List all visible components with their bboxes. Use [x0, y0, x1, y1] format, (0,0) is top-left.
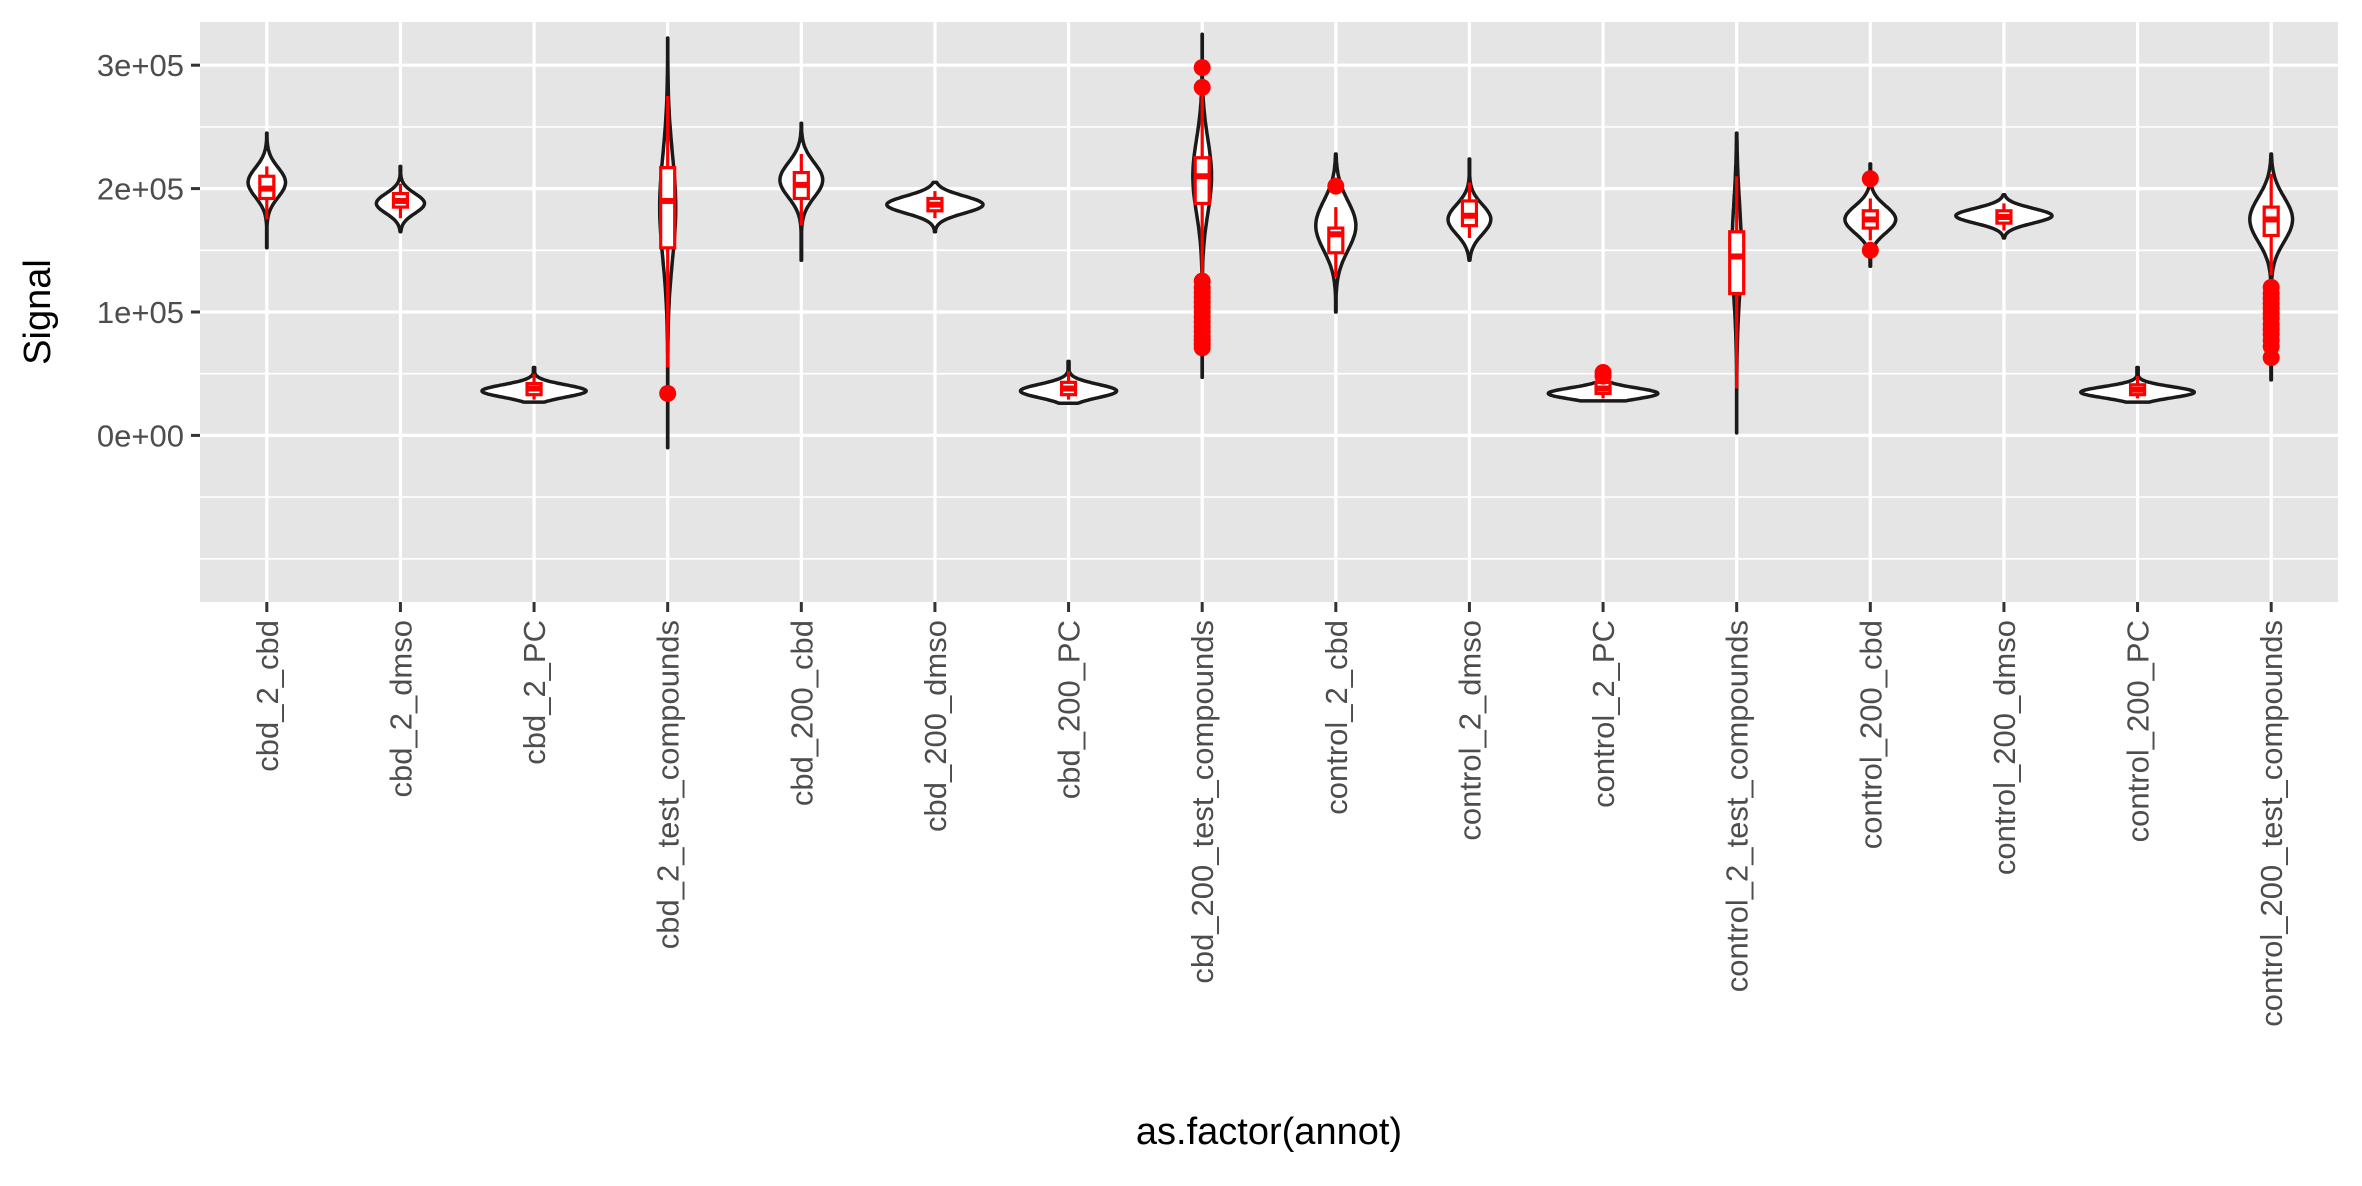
x-tick-label: control_2_dmso: [1452, 620, 1487, 841]
x-tick-label: control_200_dmso: [1987, 620, 2022, 875]
y-tick-label: 1e+05: [97, 295, 184, 330]
y-tick-label: 0e+00: [97, 418, 184, 453]
outlier-point: [1861, 241, 1879, 259]
box-cbd_200_test_compounds: [1193, 156, 1211, 206]
x-tick-label: cbd_200_cbd: [784, 620, 819, 806]
x-tick-label: control_200_cbd: [1853, 620, 1888, 849]
x-tick-label: control_2_cbd: [1319, 620, 1354, 815]
outlier-point: [1861, 170, 1879, 188]
outlier-point: [1193, 78, 1211, 96]
x-axis-title: as.factor(annot): [1136, 1111, 1402, 1153]
x-tick-label: cbd_200_test_compounds: [1185, 620, 1220, 984]
x-tick-label: cbd_200_PC: [1052, 620, 1087, 799]
outlier-point: [659, 384, 677, 402]
outlier-point: [1327, 177, 1345, 195]
box-cbd_2_test_compounds: [659, 166, 677, 250]
x-tick-label: cbd_2_test_compounds: [651, 620, 686, 949]
y-axis-title: Signal: [17, 259, 59, 365]
x-tick-label: cbd_200_dmso: [918, 620, 953, 832]
outlier-point: [1193, 339, 1211, 357]
grid-lines: [200, 22, 2338, 602]
x-tick-label: cbd_2_cbd: [250, 620, 285, 772]
x-tick-label: control_2_PC: [1586, 620, 1621, 808]
boxplots: [258, 59, 2280, 402]
x-tick-label: control_200_test_compounds: [2254, 620, 2289, 1027]
y-tick-label: 2e+05: [97, 172, 184, 207]
x-tick-label: control_2_test_compounds: [1720, 620, 1755, 992]
x-tick-label: control_200_PC: [2121, 620, 2156, 842]
outlier-point: [2262, 349, 2280, 367]
y-tick-label: 3e+05: [97, 48, 184, 83]
x-tick-label: cbd_2_PC: [517, 620, 552, 765]
box-control_2_test_compounds: [1728, 230, 1746, 296]
outlier-point: [1193, 59, 1211, 77]
outlier-point: [1594, 367, 1612, 385]
axes: 0e+00 1e+05 2e+05 3e+05 cbd_2_cbd cbd_2_dmso c…: [97, 48, 2289, 1027]
x-tick-label: cbd_2_dmso: [383, 620, 418, 798]
